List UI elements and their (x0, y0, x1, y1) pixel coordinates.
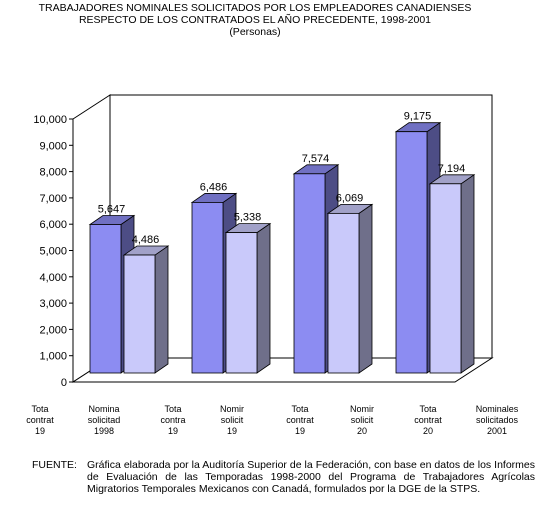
y-tick-label: 8,000 (39, 167, 67, 179)
bar-side (256, 222, 271, 374)
bar (123, 254, 156, 374)
x-category-label: 1998 (94, 426, 114, 436)
y-tick-label: 1,000 (39, 351, 67, 363)
x-category-label: Nomir (350, 404, 374, 414)
bar (395, 131, 428, 374)
bar-value-label: 6,069 (336, 192, 364, 204)
x-category-label: Tota (419, 404, 436, 414)
bar-value-label: 6,486 (200, 181, 228, 193)
x-category-label: solicitados (476, 415, 519, 425)
x-category-label: Tota (164, 404, 181, 414)
bar (89, 224, 122, 374)
x-category-label: 20 (423, 426, 433, 436)
x-category-label: contrat (26, 415, 54, 425)
bar-value-label: 7,574 (302, 153, 330, 165)
x-category-label: Tota (31, 404, 48, 414)
x-category-label: contra (160, 415, 185, 425)
bar-value-label: 5,338 (234, 212, 262, 224)
y-tick-label: 7,000 (39, 193, 67, 205)
x-category-label: 19 (35, 426, 45, 436)
bar-side (460, 174, 475, 374)
x-category-label: 19 (168, 426, 178, 436)
x-category-label: Nomina (88, 404, 119, 414)
y-tick-label: 2,000 (39, 324, 67, 336)
y-tick-label: 5,000 (39, 246, 67, 258)
bar-value-label: 5,647 (98, 203, 126, 215)
chart-subtitle: (Personas) (229, 26, 281, 38)
y-tick-label: 4,000 (39, 272, 67, 284)
chart-title-line-2: RESPECTO DE LOS CONTRATADOS EL AÑO PRECE… (78, 14, 432, 26)
x-category-label: contrat (286, 415, 314, 425)
chart-title: TRABAJADORES NOMINALES SOLICITADOS POR L… (0, 2, 510, 38)
bar (225, 232, 258, 374)
y-tick-label: 10,000 (33, 114, 67, 126)
x-category-label: solicit (221, 415, 244, 425)
x-category-label: Nominales (476, 404, 519, 414)
bar (293, 173, 326, 374)
bar (327, 212, 360, 374)
chart-title-line-1: TRABAJADORES NOMINALES SOLICITADOS POR L… (38, 2, 472, 14)
source-text: Gráfica elaborada por la Auditoría Super… (87, 459, 535, 495)
x-category-label: 20 (357, 426, 367, 436)
bar (429, 183, 462, 374)
bar (191, 202, 224, 374)
bar-value-label: 4,486 (132, 234, 160, 246)
x-category-label: Nomir (220, 404, 244, 414)
x-category-label: 2001 (487, 426, 507, 436)
x-category-label: 19 (295, 426, 305, 436)
bar-value-label: 9,175 (404, 111, 432, 123)
x-category-label: 19 (227, 426, 237, 436)
x-category-label: contrat (414, 415, 442, 425)
bar-side (154, 245, 169, 374)
y-tick-label: 0 (61, 377, 67, 389)
y-tick-label: 9,000 (39, 140, 67, 152)
x-category-label: solicitad (88, 415, 121, 425)
x-category-label: solicit (351, 415, 374, 425)
bar-side (358, 203, 373, 374)
y-tick-label: 6,000 (39, 219, 67, 231)
bar-value-label: 7,194 (438, 163, 466, 175)
y-tick-label: 3,000 (39, 298, 67, 310)
source-label: FUENTE: (32, 459, 77, 471)
x-category-label: Tota (291, 404, 308, 414)
bar-chart: 0 1,000 2,000 3,000 4,000 5,000 6,000 7,000 8,00… (26, 94, 519, 436)
